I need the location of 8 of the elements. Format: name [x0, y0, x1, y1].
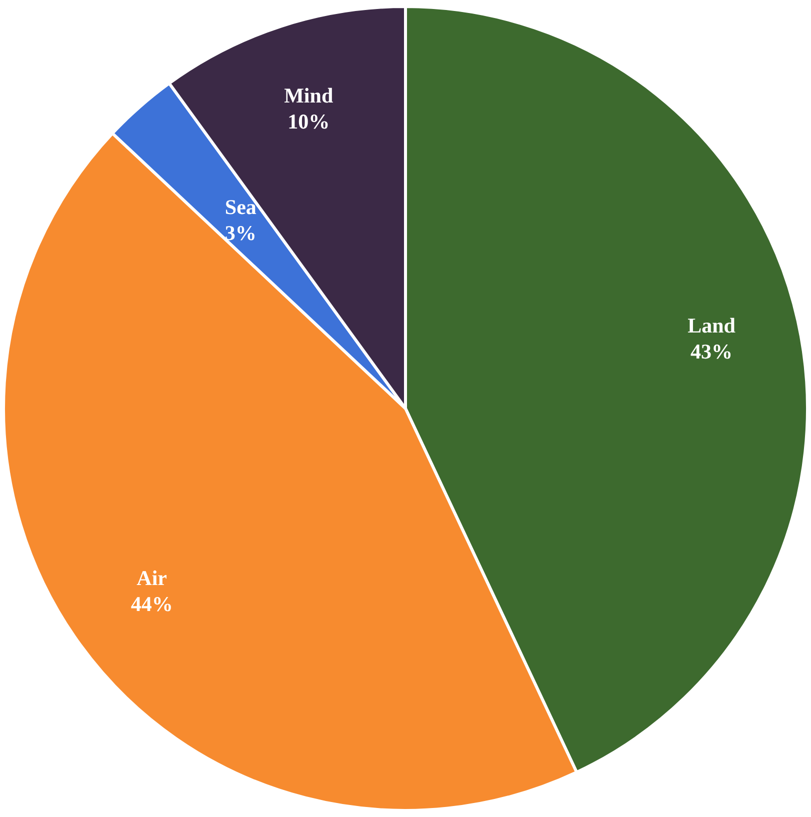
data-label: 44%	[130, 592, 173, 616]
slice-label: Sea	[224, 194, 257, 219]
slice-label: Mind	[284, 84, 334, 108]
slice-label: Land	[688, 314, 736, 338]
slice-label: Air	[136, 566, 167, 590]
data-label: 3%	[224, 220, 256, 245]
data-label: 10%	[288, 110, 330, 134]
data-label: 43%	[690, 340, 733, 364]
